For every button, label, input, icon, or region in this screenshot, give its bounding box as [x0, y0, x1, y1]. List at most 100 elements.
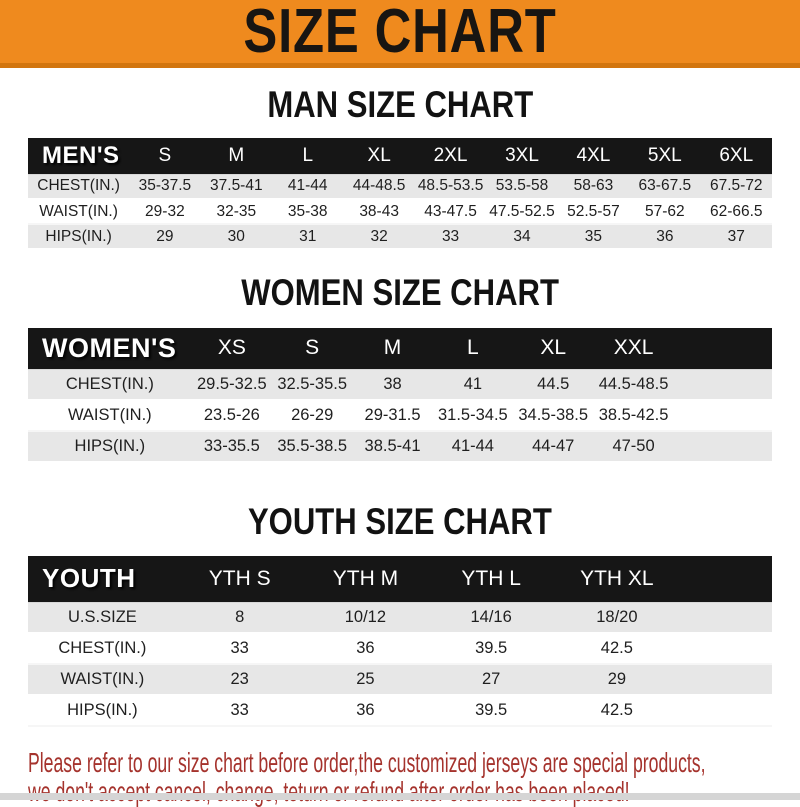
size-column-header: 6XL: [700, 138, 772, 174]
spacer-cell: [680, 695, 772, 726]
size-value-cell: 39.5: [475, 701, 508, 719]
size-value-cell: 18/20: [596, 607, 638, 626]
disclaimer-note: Please refer to our size chart before or…: [28, 748, 800, 806]
measure-row: WAIST(IN.) 23.5-26 26-29 29-31.5 31.5-34.5 34…: [28, 400, 772, 431]
spacer-cell: [680, 602, 772, 633]
size-value-cell: 34: [513, 227, 531, 245]
size-value-cell: 31.5-34.5: [438, 406, 508, 424]
size-value-cell: 23.5-26: [203, 406, 260, 424]
size-value-cell: 33: [230, 639, 249, 657]
size-value-cell: 32-35: [216, 202, 257, 220]
size-value-cell: 31: [299, 227, 317, 245]
size-value-cell: 41-44: [451, 437, 494, 455]
measure-row: WAIST(IN.) 29-32 32-35 35-38 38-43 43-47.5 47.…: [28, 199, 772, 224]
size-value-cell: 32.5-35.5: [277, 374, 348, 393]
size-column-header: YTH S: [176, 556, 303, 602]
measure-row: WAIST(IN.) 23 25 27 29: [28, 664, 772, 695]
size-column-header: 5XL: [629, 138, 701, 174]
size-value-cell: 29.5-32.5: [196, 374, 267, 393]
size-value-cell: 33: [441, 227, 460, 245]
table-header-row: WOMEN'S XS S M L XL XXL: [28, 328, 772, 369]
size-value-cell: 36: [356, 639, 375, 657]
women-size-table: WOMEN'S XS S M L XL XXL CHEST(IN.) 29.5-32.5 32.5…: [28, 328, 772, 463]
size-value-cell: 35-37.5: [138, 177, 192, 195]
youth-section-heading: YOUTH SIZE CHART: [0, 503, 800, 541]
size-column-header: XS: [191, 328, 273, 369]
size-value-cell: 47-50: [612, 437, 655, 455]
table-header-row: YOUTH YTH S YTH M YTH L YTH XL: [28, 556, 772, 602]
size-column-header: S: [272, 328, 353, 369]
row-label: HIPS(IN.): [45, 227, 112, 245]
size-value-cell: 38.5-42.5: [598, 406, 669, 424]
size-column-header: L: [432, 328, 514, 369]
size-value-cell: 44-47: [532, 437, 575, 455]
size-value-cell: 43-47.5: [424, 202, 477, 220]
measure-row: CHEST(IN.) 29.5-32.5 32.5-35.5 38 41 44.5 44.5…: [28, 369, 772, 400]
men-section-heading-text: MAN SIZE CHART: [267, 84, 533, 125]
size-value-cell: 38-43: [359, 202, 399, 220]
size-value-cell: 32: [370, 227, 388, 245]
spacer-cell: [674, 369, 772, 400]
size-column-header: XL: [513, 328, 594, 369]
size-value-cell: 29: [607, 670, 627, 688]
disclaimer-line-1: Please refer to our size chart before or…: [28, 747, 706, 778]
table-corner-label: MEN'S: [28, 138, 130, 174]
size-value-cell: 47.5-52.5: [489, 202, 555, 220]
size-column-header: XXL: [593, 328, 674, 369]
size-column-header: 3XL: [486, 138, 558, 174]
size-value-cell: 41: [463, 374, 483, 393]
size-value-cell: 35.5-38.5: [277, 437, 348, 455]
row-label: HIPS(IN.): [74, 437, 146, 455]
table-corner-label: YOUTH: [28, 556, 177, 602]
measure-row: U.S.SIZE 8 10/12 14/16 18/20: [28, 602, 772, 633]
size-value-cell: 33: [230, 701, 249, 719]
youth-size-table: YOUTH YTH S YTH M YTH L YTH XL U.S.SIZE 8 10/12…: [28, 556, 772, 727]
size-column-header: XL: [343, 138, 415, 174]
spacer-cell: [680, 664, 772, 695]
title-banner: SIZE CHART: [0, 0, 800, 68]
size-value-cell: 35: [584, 227, 603, 245]
size-value-cell: 8: [235, 607, 245, 626]
spacer-cell: [674, 400, 772, 431]
size-value-cell: 34.5-38.5: [518, 406, 589, 424]
size-value-cell: 23: [230, 670, 249, 688]
size-value-cell: 10/12: [344, 607, 387, 626]
size-value-cell: 41-44: [287, 177, 328, 195]
spacer-cell: [673, 328, 772, 369]
measure-row: HIPS(IN.) 33 36 39.5 42.5: [28, 695, 772, 726]
size-value-cell: 44-48.5: [352, 177, 406, 195]
size-value-cell: 37: [727, 227, 745, 245]
size-value-cell: 37.5-41: [210, 177, 263, 195]
men-size-table: MEN'S S M L XL 2XL 3XL 4XL 5XL 6XL CHEST(IN.) 35-37…: [28, 138, 772, 250]
size-value-cell: 29-32: [145, 202, 185, 220]
size-value-cell: 14/16: [470, 607, 512, 626]
page-title: SIZE CHART: [243, 0, 557, 66]
men-section-heading: MAN SIZE CHART: [0, 86, 800, 124]
row-label: WAIST(IN.): [67, 406, 152, 424]
size-value-cell: 67.5-72: [709, 177, 763, 195]
bottom-border-strip: [0, 793, 800, 800]
size-column-header: YTH L: [428, 556, 554, 602]
size-value-cell: 25: [356, 670, 375, 688]
size-value-cell: 53.5-58: [495, 177, 549, 195]
measure-row: CHEST(IN.) 33 36 39.5 42.5: [28, 633, 772, 664]
size-value-cell: 36: [656, 227, 674, 245]
size-value-cell: 57-62: [645, 202, 685, 220]
size-value-cell: 29-31.5: [364, 406, 421, 424]
row-label: CHEST(IN.): [37, 177, 120, 195]
row-label: WAIST(IN.): [39, 202, 118, 220]
size-value-cell: 29: [156, 227, 174, 245]
size-column-header: YTH XL: [554, 556, 680, 602]
row-label: HIPS(IN.): [67, 701, 138, 719]
size-column-header: M: [352, 328, 433, 369]
row-label: WAIST(IN.): [60, 670, 145, 688]
size-column-header: YTH M: [302, 556, 429, 602]
size-value-cell: 44.5: [537, 374, 570, 393]
size-value-cell: 38: [383, 374, 402, 393]
size-column-header: 2XL: [414, 138, 487, 174]
measure-row: HIPS(IN.) 33-35.5 35.5-38.5 38.5-41 41-44 44-…: [28, 431, 772, 462]
row-label: U.S.SIZE: [68, 607, 137, 626]
size-value-cell: 58-63: [573, 177, 614, 195]
size-column-header: 4XL: [557, 138, 630, 174]
size-value-cell: 42.5: [600, 701, 633, 719]
